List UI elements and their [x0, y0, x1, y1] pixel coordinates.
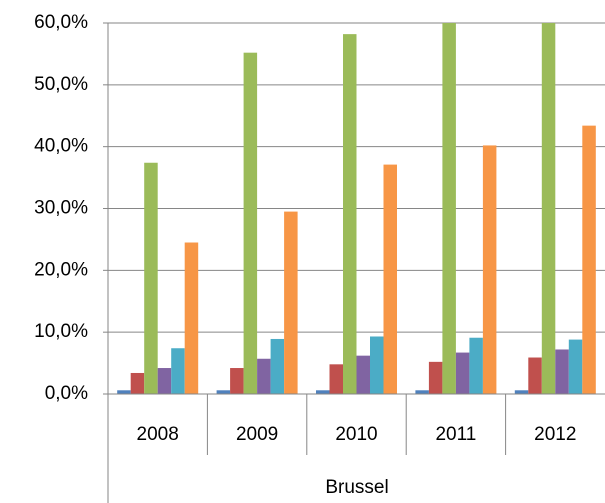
bar: [541, 23, 556, 394]
bar: [157, 368, 172, 394]
group-label: Brussel: [325, 477, 388, 498]
bar: [383, 164, 397, 394]
y-tick-label: 60,0%: [34, 12, 88, 33]
bar: [184, 242, 199, 394]
bar: [568, 339, 583, 394]
y-tick-label: 0,0%: [45, 383, 88, 404]
bar: [442, 23, 456, 394]
bar: [257, 358, 271, 394]
bar: [243, 52, 258, 395]
bar: [555, 349, 569, 394]
bar: [356, 355, 370, 394]
x-tick-label: 2012: [534, 424, 576, 445]
y-tick-label: 30,0%: [34, 198, 88, 219]
y-tick-label: 40,0%: [34, 136, 88, 157]
bar: [415, 390, 429, 394]
bar: [528, 357, 542, 394]
bar: [216, 390, 231, 394]
bar: [455, 352, 470, 394]
bar: [117, 390, 131, 394]
bar: [270, 338, 285, 394]
bar: [469, 337, 483, 394]
y-tick-label: 10,0%: [34, 321, 88, 342]
bar: [171, 348, 185, 394]
x-tick-label: 2010: [335, 424, 377, 445]
x-tick-label: 2011: [435, 424, 476, 445]
bar: [144, 162, 158, 394]
x-tick-label: 2008: [137, 424, 179, 445]
bar: [428, 361, 443, 394]
bar: [316, 390, 330, 394]
bar: [284, 211, 298, 394]
y-tick-label: 50,0%: [34, 74, 88, 95]
bar: [482, 145, 497, 394]
bar: [370, 336, 384, 394]
bar: [230, 368, 244, 394]
bar: [582, 125, 596, 394]
bar: [514, 390, 529, 394]
bar: [329, 364, 343, 394]
y-tick-label: 20,0%: [34, 259, 88, 280]
bar: [130, 372, 145, 394]
x-tick-label: 2009: [236, 424, 278, 445]
bar: [343, 34, 357, 394]
